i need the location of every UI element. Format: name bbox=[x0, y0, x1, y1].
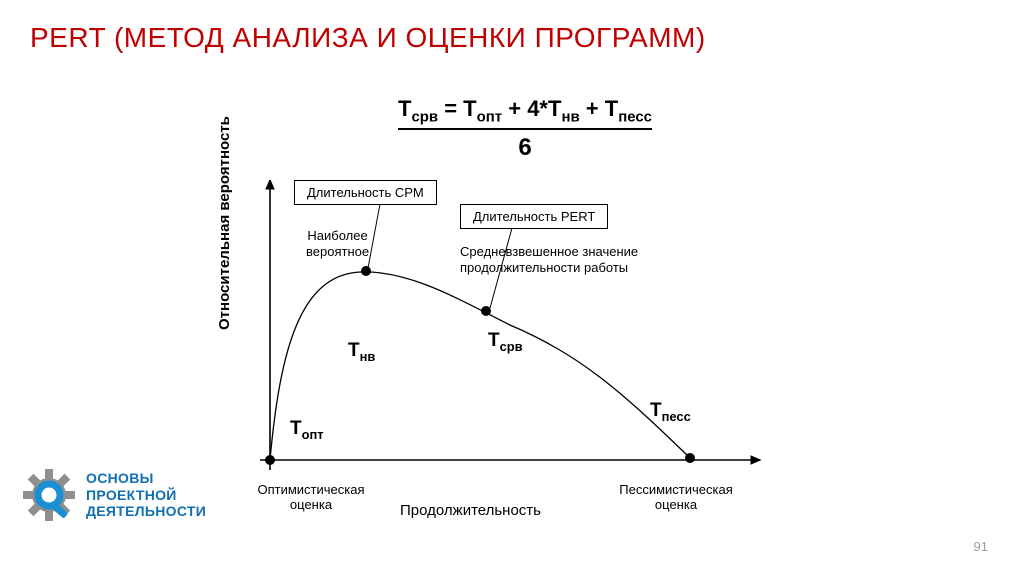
point-srv bbox=[481, 306, 491, 316]
point-pess bbox=[685, 453, 695, 463]
logo-line-2: ПРОЕКТНОЙ bbox=[86, 487, 206, 504]
point-nv bbox=[361, 266, 371, 276]
distribution-curve bbox=[270, 272, 690, 460]
page-number: 91 bbox=[974, 539, 988, 554]
point-opt bbox=[265, 455, 275, 465]
pert-formula: Tсрв = Tопт + 4*Tнв + Tпесс 6 bbox=[310, 96, 740, 162]
data-points bbox=[265, 266, 695, 465]
t-nv-label: Tнв bbox=[348, 340, 375, 364]
slide: PERT (МЕТОД АНАЛИЗА И ОЦЕНКИ ПРОГРАММ) T… bbox=[0, 0, 1024, 576]
footer-logo: ОСНОВЫ ПРОЕКТНОЙ ДЕЯТЕЛЬНОСТИ bbox=[22, 468, 206, 522]
logo-line-1: ОСНОВЫ bbox=[86, 470, 206, 487]
x-tick-optimistic: Оптимистическая оценка bbox=[246, 482, 376, 512]
t-srv-label: Tсрв bbox=[488, 330, 523, 354]
t-opt-label: Tопт bbox=[290, 418, 324, 442]
logo-text: ОСНОВЫ ПРОЕКТНОЙ ДЕЯТЕЛЬНОСТИ bbox=[86, 470, 206, 520]
x-tick-pessimistic: Пессимистическая оценка bbox=[606, 482, 746, 512]
gear-lens-icon bbox=[22, 468, 76, 522]
leader-lines bbox=[368, 204, 512, 308]
t-pess-label: Tпесс bbox=[650, 400, 691, 424]
page-title: PERT (МЕТОД АНАЛИЗА И ОЦЕНКИ ПРОГРАММ) bbox=[30, 22, 706, 54]
formula-denominator: 6 bbox=[310, 134, 740, 162]
logo-line-3: ДЕЯТЕЛЬНОСТИ bbox=[86, 503, 206, 520]
y-axis-label: Относительная вероятность bbox=[216, 116, 233, 330]
x-axis-label: Продолжительность bbox=[400, 502, 541, 519]
formula-numerator: Tсрв = Tопт + 4*Tнв + Tпесс bbox=[398, 96, 652, 130]
